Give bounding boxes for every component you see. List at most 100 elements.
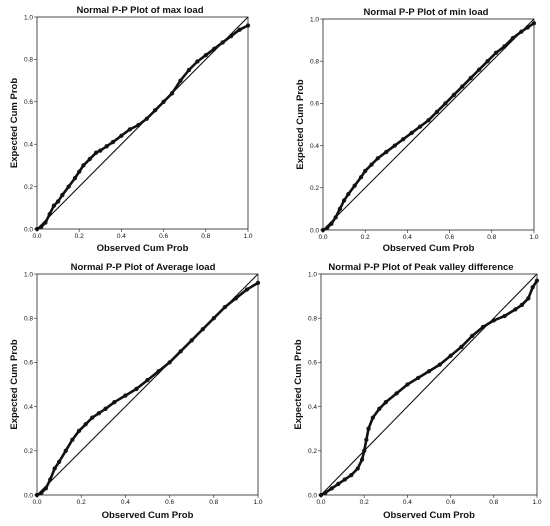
chart-panel-1: Normal P-P Plot of max load 0.0 0.2 0.4 0.6 0…	[9, 5, 253, 254]
data-point	[470, 333, 475, 339]
data-point	[352, 183, 357, 188]
data-point	[502, 44, 507, 49]
data-point	[34, 492, 40, 498]
y-tick-label: 0.6	[24, 99, 33, 106]
x-tick-label: 1.0	[243, 233, 252, 240]
x-tick-label: 0.2	[361, 234, 370, 241]
data-point	[437, 362, 442, 367]
data-point	[70, 437, 75, 442]
data-point	[220, 40, 225, 45]
x-tick-label: 0.2	[360, 499, 369, 506]
data-point	[394, 391, 399, 396]
chart-title: Normal P-P Plot of max load	[76, 5, 203, 16]
data-point	[519, 29, 524, 34]
data-point	[434, 109, 440, 114]
data-point	[169, 91, 175, 96]
x-tick-label: 0.0	[316, 499, 325, 506]
y-tick-label: 0.4	[24, 404, 33, 411]
y-tick-label: 1.0	[310, 16, 319, 23]
y-tick-label: 0.6	[308, 360, 317, 367]
data-point	[47, 212, 52, 217]
data-point	[81, 163, 86, 168]
data-point	[119, 133, 124, 138]
data-point	[493, 50, 499, 55]
data-point	[364, 437, 369, 442]
data-point	[144, 116, 149, 121]
data-point	[112, 400, 117, 405]
data-point	[355, 466, 360, 471]
data-point	[167, 360, 172, 365]
plot-area-frame	[320, 273, 538, 496]
data-point	[83, 422, 88, 427]
data-point	[43, 486, 48, 491]
data-point	[156, 369, 161, 374]
data-point	[491, 318, 496, 323]
data-point	[383, 400, 388, 405]
data-point	[39, 490, 44, 495]
data-point	[43, 220, 48, 225]
data-point	[358, 175, 364, 180]
data-point	[87, 156, 92, 162]
plot-area-frame	[36, 273, 259, 496]
y-tick-label: 0.2	[308, 448, 317, 455]
y-axis-label: Expected Cum Prob	[293, 339, 304, 429]
data-point	[212, 46, 217, 51]
data-point	[96, 411, 102, 416]
y-axis-label: Expected Cum Prob	[9, 339, 20, 429]
data-point	[329, 221, 334, 226]
data-point	[237, 27, 242, 32]
data-point	[72, 175, 78, 181]
y-tick-label: 0.8	[24, 57, 33, 64]
y-tick-label: 0.4	[308, 404, 317, 411]
chart-title: Normal P-P Plot of min load	[364, 7, 489, 18]
chart-panel-2: Normal P-P Plot of min load 0.0 0.2 0.4 0.6 0…	[295, 7, 539, 254]
y-tick-label: 1.0	[24, 14, 33, 21]
data-point	[370, 415, 375, 420]
data-point	[359, 457, 365, 462]
data-point	[485, 59, 490, 64]
data-point	[211, 316, 216, 321]
data-point	[377, 406, 382, 411]
y-tick-label: 0.2	[24, 184, 33, 191]
data-point	[451, 92, 456, 98]
data-point	[513, 307, 518, 312]
data-point	[228, 33, 234, 39]
data-point	[369, 162, 374, 167]
x-tick-label: 1.0	[253, 499, 262, 506]
data-point	[145, 377, 150, 383]
y-tick-label: 0.6	[310, 101, 319, 108]
x-tick-label: 0.8	[201, 233, 210, 240]
data-point	[426, 118, 431, 123]
x-axis-label: Observed Cum Prob	[102, 510, 194, 521]
y-tick-label: 0.0	[24, 226, 33, 233]
data-point	[66, 184, 71, 189]
data-point	[245, 23, 251, 28]
data-point	[362, 448, 367, 453]
data-point	[51, 203, 57, 208]
x-tick-label: 1.0	[529, 234, 538, 241]
data-point	[136, 122, 141, 128]
y-tick-label: 1.0	[24, 271, 33, 278]
data-point	[161, 99, 166, 104]
y-tick-label: 0.0	[308, 492, 317, 499]
plot-area-frame	[322, 18, 535, 231]
data-point	[103, 406, 108, 411]
data-point	[123, 393, 128, 398]
data-point	[110, 139, 116, 145]
data-point	[349, 472, 354, 478]
data-point	[480, 324, 486, 330]
data-point	[189, 338, 194, 343]
x-tick-label: 0.4	[403, 499, 412, 506]
data-series-line	[319, 279, 539, 497]
x-tick-label: 0.0	[32, 499, 41, 506]
data-point	[525, 25, 530, 30]
data-point	[417, 124, 423, 129]
data-point	[341, 198, 347, 203]
data-point	[416, 375, 421, 381]
y-axis-label: Expected Cum Prob	[9, 78, 20, 168]
x-tick-label: 0.8	[489, 499, 498, 506]
data-point	[318, 492, 324, 498]
chart-title: Normal P-P Plot of Average load	[71, 262, 216, 273]
data-point	[519, 302, 525, 308]
